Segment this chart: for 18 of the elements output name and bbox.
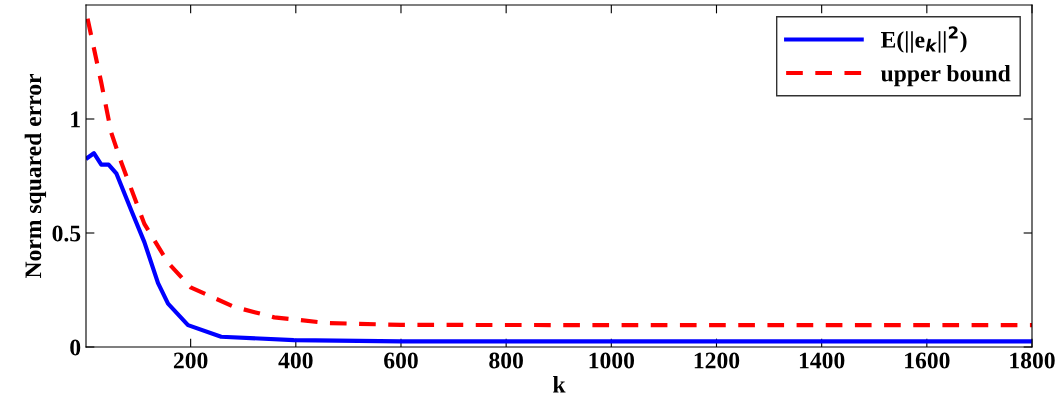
- x-tick-label: 1600: [905, 352, 950, 369]
- legend-label: E(||e$_{k}$||$^{2}$): [880, 26, 967, 53]
- x-tick-label: 1400: [799, 352, 845, 369]
- y-axis-title: Norm squared error: [24, 73, 47, 279]
- y-tick-label: 1: [71, 111, 80, 128]
- x-tick-label: 400: [278, 352, 313, 369]
- y-tick-label: 0.5: [52, 225, 81, 242]
- x-tick-label: 200: [173, 352, 208, 369]
- x-tick-label: 1200: [694, 352, 740, 369]
- x-axis-title: k: [553, 376, 566, 393]
- x-tick-label: 1800: [1010, 352, 1055, 369]
- x-tick-label: 1000: [589, 352, 635, 369]
- line-series: [86, 151, 1032, 344]
- x-tick-label: 800: [489, 352, 523, 369]
- y-tick-label: 0: [70, 339, 81, 356]
- legend-label: upper bound: [880, 64, 1011, 87]
- x-tick-label: 600: [384, 352, 418, 369]
- line-series: [86, 16, 1032, 328]
